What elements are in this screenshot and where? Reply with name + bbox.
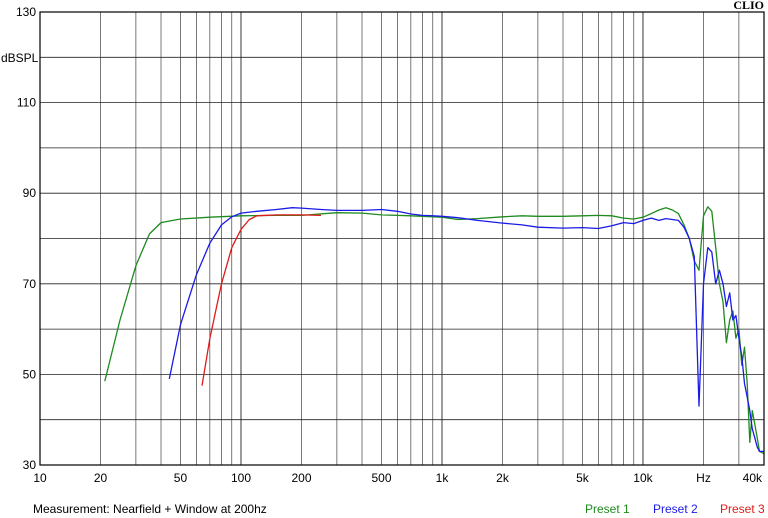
y-tick-label: 30 — [23, 458, 37, 472]
x-tick-label: 1k — [436, 471, 450, 485]
y-tick-label: 130 — [16, 5, 36, 19]
x-tick-label: 200 — [291, 471, 311, 485]
y-axis-ticks: 130 110 90 70 50 30 — [16, 5, 36, 472]
x-tick-label: 40k — [743, 471, 763, 485]
x-tick-label: 50 — [174, 471, 188, 485]
x-tick-label: 100 — [231, 471, 251, 485]
y-tick-label: 70 — [23, 277, 37, 291]
brand-logo: CLIO — [733, 0, 764, 12]
legend-item-preset-1: Preset 1 — [585, 502, 630, 516]
y-tick-label: 90 — [23, 186, 37, 200]
series-line-preset-2 — [168, 207, 764, 453]
legend-item-preset-2: Preset 2 — [653, 502, 698, 516]
x-tick-label: 2k — [496, 471, 510, 485]
x-tick-label: Hz — [696, 471, 711, 485]
x-tick-label: 5k — [576, 471, 590, 485]
y-axis-label: dBSPL — [1, 51, 39, 65]
x-axis-ticks: 10 20 50 100 200 500 1k 2k 5k 10k Hz 40k — [33, 471, 763, 485]
measurement-caption: Measurement: Nearfield + Window at 200hz — [33, 502, 267, 516]
y-tick-label: 110 — [17, 96, 36, 110]
x-tick-label: 20 — [94, 471, 108, 485]
x-tick-label: 500 — [371, 471, 391, 485]
series-layer — [104, 206, 765, 455]
x-tick-label: 10k — [633, 471, 653, 485]
legend-item-preset-3: Preset 3 — [720, 502, 765, 516]
x-tick-label: 10 — [33, 471, 47, 485]
grid — [40, 12, 764, 465]
plot-frame — [39, 11, 765, 466]
y-tick-label: 50 — [23, 367, 37, 381]
series-line-preset-3 — [201, 214, 322, 386]
